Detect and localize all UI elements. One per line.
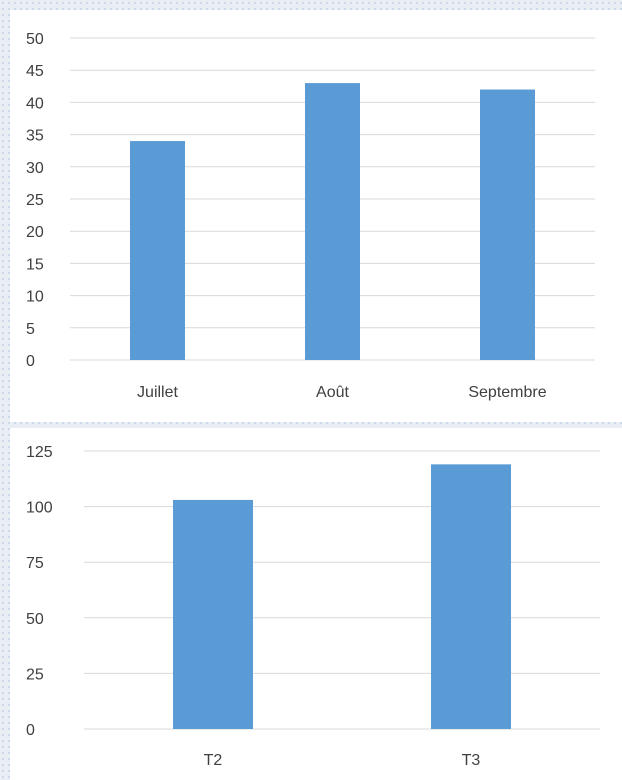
bar-Juillet [130, 141, 185, 360]
chart-panel-quarterly: 0 25 50 75 100 125 T2 T3 [10, 428, 622, 780]
y-tick-label: 25 [26, 192, 44, 209]
bars [173, 464, 511, 729]
quarterly-bar-chart: 0 25 50 75 100 125 T2 T3 [26, 444, 600, 769]
bar-T3 [431, 464, 511, 729]
x-axis: T2 T3 [204, 752, 481, 769]
y-tick-label: 75 [26, 555, 44, 572]
y-tick-label: 50 [26, 611, 44, 628]
y-tick-label: 25 [26, 666, 44, 683]
x-axis: Juillet Août Septembre [137, 384, 547, 401]
y-tick-label: 45 [26, 63, 44, 80]
x-tick-label: T2 [204, 752, 223, 769]
x-tick-label: Juillet [137, 384, 178, 401]
y-tick-label: 35 [26, 128, 44, 145]
y-tick-label: 20 [26, 224, 44, 241]
gridlines [84, 450, 600, 730]
y-tick-label: 100 [26, 500, 53, 517]
bars [130, 83, 535, 361]
x-tick-label: Septembre [468, 384, 546, 401]
y-tick-label: 5 [26, 321, 35, 338]
bar-Août [305, 83, 360, 360]
y-tick-label: 30 [26, 160, 44, 177]
bar-Septembre [480, 89, 535, 361]
y-axis: 0 5 10 15 20 25 30 35 40 45 50 [26, 31, 44, 370]
monthly-bar-chart: 0 5 10 15 20 25 30 35 40 45 50 Juillet Août Septembre [26, 31, 595, 401]
x-tick-label: T3 [462, 752, 481, 769]
y-axis: 0 25 50 75 100 125 [26, 444, 53, 739]
y-tick-label: 40 [26, 95, 44, 112]
bar-T2 [173, 499, 253, 729]
y-tick-label: 0 [26, 722, 35, 739]
y-tick-label: 10 [26, 289, 44, 306]
y-tick-label: 15 [26, 256, 44, 273]
x-tick-label: Août [316, 384, 349, 401]
y-tick-label: 125 [26, 444, 53, 461]
y-tick-label: 50 [26, 31, 44, 48]
y-tick-label: 0 [26, 353, 35, 370]
chart-panel-monthly: 0 5 10 15 20 25 30 35 40 45 50 Juillet Août Septembre [10, 10, 622, 422]
